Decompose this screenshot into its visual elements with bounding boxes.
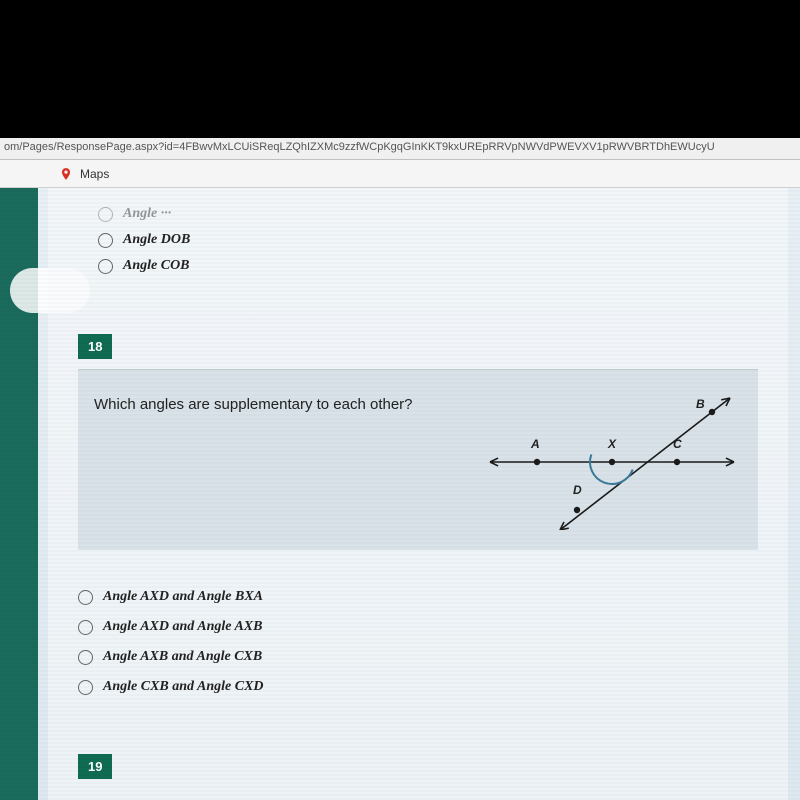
answer-option-row[interactable]: Angle CXB and Angle CXD — [78, 679, 758, 695]
answer-option-row[interactable]: Angle AXD and Angle BXA — [78, 589, 758, 605]
option-label: Angle AXD and Angle BXA — [103, 589, 263, 605]
svg-text:A: A — [530, 437, 540, 451]
option-label: Angle AXD and Angle AXB — [103, 619, 262, 635]
question-block: 18 Which angles are supplementary to eac… — [78, 334, 758, 550]
svg-text:D: D — [573, 483, 582, 497]
answer-option-row[interactable]: Angle AXB and Angle CXB — [78, 649, 758, 665]
option-label: Angle COB — [123, 258, 190, 274]
svg-text:B: B — [696, 397, 705, 411]
svg-text:X: X — [607, 437, 617, 451]
main-panel: Angle ··· Angle DOB Angle COB 18 Which a… — [48, 188, 788, 800]
next-question-number-badge: 19 — [78, 754, 112, 779]
maps-pin-icon[interactable] — [58, 166, 74, 182]
question-number-badge: 18 — [78, 334, 112, 359]
radio-icon — [78, 680, 93, 695]
radio-icon — [98, 233, 113, 248]
question-card: Which angles are supplementary to each o… — [78, 369, 758, 550]
bookmarks-bar: Maps — [0, 160, 800, 188]
option-label: Angle CXB and Angle CXD — [103, 679, 264, 695]
radio-icon — [78, 590, 93, 605]
radio-icon — [98, 259, 113, 274]
url-text: om/Pages/ResponsePage.aspx?id=4FBwvMxLCU… — [4, 141, 715, 153]
svg-text:C: C — [673, 437, 682, 451]
bookmark-maps[interactable]: Maps — [80, 167, 109, 181]
option-label: Angle AXB and Angle CXB — [103, 649, 262, 665]
answer-options: Angle AXD and Angle BXA Angle AXD and An… — [48, 550, 788, 734]
option-label: Angle DOB — [123, 232, 190, 248]
page-content: Angle ··· Angle DOB Angle COB 18 Which a… — [0, 188, 800, 800]
radio-icon — [98, 207, 113, 222]
option-label: Angle ··· — [123, 206, 171, 222]
geometry-diagram: A X C B D — [482, 390, 742, 530]
answer-option-row[interactable]: Angle AXD and Angle AXB — [78, 619, 758, 635]
url-bar[interactable]: om/Pages/ResponsePage.aspx?id=4FBwvMxLCU… — [0, 138, 800, 160]
prev-option-row[interactable]: Angle COB — [98, 258, 748, 274]
diagram-svg: A X C B D — [482, 390, 742, 530]
prev-option-row[interactable]: Angle DOB — [98, 232, 748, 248]
prev-option-row[interactable]: Angle ··· — [98, 206, 748, 222]
radio-icon — [78, 650, 93, 665]
radio-icon — [78, 620, 93, 635]
question-text: Which angles are supplementary to each o… — [94, 390, 462, 413]
previous-question-options: Angle ··· Angle DOB Angle COB — [48, 188, 788, 304]
